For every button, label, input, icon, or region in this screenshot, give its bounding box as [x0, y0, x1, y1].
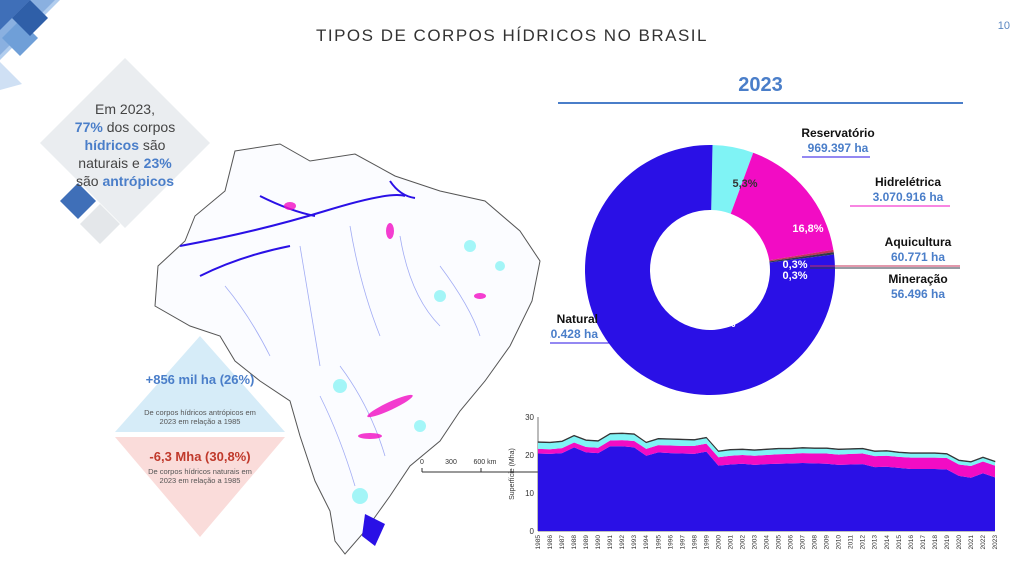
donut-title: 2023	[738, 74, 783, 96]
x-tick-label: 2010	[836, 535, 843, 550]
y-tick-label: 0	[530, 527, 535, 536]
x-tick-label: 1998	[691, 535, 698, 550]
x-tick-label: 1991	[607, 535, 614, 550]
x-tick-label: 2020	[956, 535, 963, 550]
x-tick-label: 2014	[884, 535, 891, 550]
x-tick-label: 2013	[872, 535, 879, 550]
x-tick-label: 2015	[896, 535, 903, 550]
x-tick-label: 2005	[776, 535, 783, 550]
callout-anthropic-pct: 23%	[143, 155, 172, 171]
x-tick-label: 1989	[583, 535, 590, 550]
x-tick-label: 2016	[908, 535, 915, 550]
callout-line: Em 2023,	[95, 101, 155, 117]
x-tick-label: 1995	[655, 535, 662, 550]
y-tick-label: 30	[525, 413, 534, 422]
donut-slice-mineração	[769, 252, 835, 263]
x-tick-label: 1994	[643, 535, 650, 550]
x-tick-label: 2007	[800, 535, 807, 550]
donut-legend-area: 3.070.916 ha	[873, 190, 944, 204]
x-tick-label: 2023	[992, 535, 999, 550]
donut-legend-area: 969.397 ha	[808, 141, 869, 155]
anthropic-gain-desc: De corpos hídricos antrópicos em 2023 em…	[144, 408, 256, 426]
x-tick-label: 1986	[547, 535, 554, 550]
x-tick-label: 2012	[860, 535, 867, 550]
donut-pct-label: 5,3%	[732, 178, 757, 190]
x-tick-label: 2001	[727, 535, 734, 550]
donut-legend-name: Hidrelétrica	[875, 175, 941, 189]
scale-label: 0	[420, 459, 424, 466]
scale-label: 300	[445, 459, 457, 466]
area-chart: 0 10 20 30 Superfície (Mha) 1985 1986 1987 1988 1…	[509, 413, 999, 550]
callout-line: são	[75, 173, 103, 189]
x-tick-label: 2003	[751, 535, 758, 550]
y-axis-label: Superfície (Mha)	[509, 448, 516, 500]
callout-line: dos corpos	[102, 119, 176, 135]
callout-natural-pct: 77%	[74, 119, 103, 135]
page-title: TIPOS DE CORPOS HÍDRICOS NO BRASIL	[315, 26, 708, 45]
donut-legend-area: 14.120.428 ha	[550, 327, 598, 341]
donut-pct-label: 16,8%	[792, 223, 823, 235]
x-tick-label: 1997	[679, 535, 686, 550]
donut-chart: 77,3% 5,3% 16,8% 0,3%0,3% Natural14.120.428 …	[550, 126, 960, 395]
callout-antropicos: antrópicos	[102, 173, 175, 189]
x-tick-label: 2018	[932, 535, 939, 550]
x-tick-label: 1985	[535, 535, 542, 550]
x-tick-label: 2019	[944, 535, 951, 550]
donut-legend-name: Reservatório	[801, 126, 874, 140]
natural-loss-desc: De corpos hídricos naturais em 2023 em r…	[148, 467, 252, 485]
x-tick-label: 1987	[559, 535, 566, 550]
callout-diamond	[40, 58, 210, 244]
x-tick-label: 1999	[703, 535, 710, 550]
callout-line: são naturais e	[78, 137, 166, 171]
donut-legend-area: 56.496 ha	[891, 287, 945, 301]
corner-decoration	[0, 0, 60, 90]
x-tick-label: 1992	[619, 535, 626, 550]
donut-slice-natural	[585, 145, 835, 395]
x-tick-label: 2022	[980, 535, 987, 550]
y-tick-label: 20	[525, 451, 534, 460]
x-tick-label: 1990	[595, 535, 602, 550]
x-tick-label: 2011	[848, 535, 855, 549]
anthropic-gain-value: +856 mil ha (26%)	[145, 372, 255, 387]
x-tick-label: 1993	[631, 535, 638, 550]
area-series-3	[537, 432, 996, 463]
x-tick-label: 2008	[812, 535, 819, 550]
natural-loss-stat: -6,3 Mha (30,8%) De corpos hídricos natu…	[115, 437, 285, 537]
donut-pct-label: 77,3%	[704, 318, 735, 330]
x-tick-label: 2004	[764, 535, 771, 550]
donut-pct-label: 0,3%	[782, 259, 807, 271]
x-tick-label: 1996	[667, 535, 674, 550]
x-tick-label: 2002	[739, 535, 746, 550]
x-tick-label: 1988	[571, 535, 578, 550]
area-series-0	[538, 446, 995, 531]
natural-loss-value: -6,3 Mha (30,8%)	[149, 449, 251, 464]
x-tick-label: 2017	[920, 535, 927, 550]
brazil-water-map: 0 300 600 km	[154, 143, 541, 555]
donut-pct-label: 0,3%	[782, 270, 807, 282]
callout-text: Em 2023, 77% dos corpos hídricos são nat…	[62, 100, 188, 190]
anthropic-gain-stat: +856 mil ha (26%) De corpos hídricos ant…	[115, 336, 285, 432]
x-tick-label: 2021	[968, 535, 975, 550]
area-series-1	[538, 440, 995, 478]
donut-legend-name: Natural	[557, 312, 598, 326]
year-divider	[558, 102, 963, 104]
x-tick-label: 2000	[715, 535, 722, 550]
scale-label: 600 km	[474, 459, 497, 466]
donut-slice-hidrelétrica	[730, 152, 834, 261]
summary-callout: Em 2023, 77% dos corpos hídricos são nat…	[40, 58, 210, 244]
x-tick-label: 2009	[824, 535, 831, 550]
x-tick-label: 2006	[788, 535, 795, 550]
y-tick-label: 10	[525, 489, 534, 498]
donut-slice-aquicultura	[769, 249, 834, 262]
donut-legend-name: Mineração	[888, 272, 947, 286]
donut-slice-reservatório	[711, 145, 754, 214]
donut-legend-area: 60.771 ha	[891, 250, 945, 264]
callout-hidricos: hídricos	[84, 137, 139, 153]
donut-legend-name: Aquicultura	[885, 235, 952, 249]
page-number: 10	[997, 20, 1010, 32]
